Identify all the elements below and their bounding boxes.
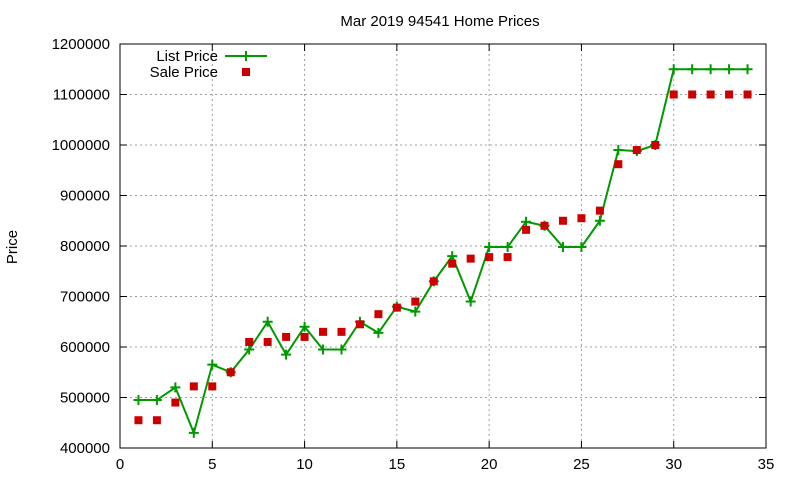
y-tick-label: 1100000: [53, 87, 110, 104]
sale-price-point: [337, 327, 346, 336]
sale-price-point: [245, 337, 254, 346]
list-price-point: [687, 64, 698, 75]
y-tick-label: 400000: [60, 440, 110, 457]
sale-price-point: [725, 90, 734, 99]
legend-label: List Price: [156, 48, 218, 65]
y-tick-label: 900000: [60, 188, 110, 205]
sale-price-point: [374, 310, 383, 319]
chart-title: Mar 2019 94541 Home Prices: [340, 13, 539, 30]
sale-price-point: [355, 320, 364, 329]
list-price-point: [447, 251, 458, 262]
list-price-point: [170, 382, 181, 393]
sale-price-point: [466, 254, 475, 263]
list-price-point: [594, 215, 605, 226]
series-list-price: [133, 64, 753, 438]
sale-price-point: [429, 277, 438, 286]
list-price-point: [613, 145, 624, 156]
y-tick-label: 800000: [60, 238, 110, 255]
sale-price-point: [743, 90, 752, 99]
sale-price-point: [595, 206, 604, 215]
list-price-point: [299, 321, 310, 332]
y-tick-label: 600000: [60, 339, 110, 356]
sale-price-point: [577, 214, 586, 223]
sale-price-point: [208, 382, 217, 391]
list-price-point: [410, 306, 421, 317]
y-tick-label: 700000: [60, 289, 110, 306]
list-price-point: [318, 344, 329, 355]
list-price-point: [668, 64, 679, 75]
sale-price-point: [300, 332, 309, 341]
list-price-point: [373, 327, 384, 338]
x-tick-label: 30: [665, 456, 682, 473]
list-price-line: [138, 68, 748, 436]
x-tick-label: 25: [573, 456, 590, 473]
series-layer: [133, 64, 753, 438]
x-tick-label: 0: [116, 456, 124, 473]
sale-price-point: [688, 90, 697, 99]
x-tick-label: 20: [481, 456, 498, 473]
y-axis-label: Price: [4, 230, 21, 264]
sale-price-point: [632, 146, 641, 155]
list-price-point: [557, 242, 568, 253]
legend-list-price-marker: [241, 51, 251, 61]
sale-price-point: [558, 216, 567, 225]
y-tick-label: 500000: [60, 390, 110, 407]
legend-sale-price-marker: [242, 68, 250, 76]
list-price-point: [336, 344, 347, 355]
sale-price-point: [171, 398, 180, 407]
x-tick-label: 35: [758, 456, 775, 473]
sale-price-point: [651, 141, 660, 149]
list-price-point: [188, 427, 199, 438]
x-tick-label: 5: [208, 456, 216, 473]
sale-price-point: [392, 303, 401, 312]
list-price-point: [244, 344, 255, 355]
sale-price-point: [706, 90, 715, 99]
list-price-point: [207, 359, 218, 370]
sale-price-point: [614, 160, 623, 169]
sale-price-point: [540, 221, 549, 230]
list-price-point: [521, 216, 532, 227]
y-tick-label: 1200000: [52, 36, 110, 53]
plot-frame: [119, 43, 767, 449]
x-tick-label: 15: [389, 456, 406, 473]
sale-price-point: [134, 416, 143, 425]
sale-price-point: [448, 259, 457, 268]
sale-price-point: [189, 382, 198, 391]
series-sale-price: [134, 90, 752, 425]
sale-price-point: [263, 337, 272, 346]
list-price-point: [724, 64, 735, 75]
list-price-point: [502, 242, 513, 253]
list-price-point: [281, 349, 292, 360]
list-price-point: [705, 64, 716, 75]
sale-price-point: [503, 253, 512, 262]
sale-price-point: [485, 253, 494, 262]
sale-price-point: [152, 416, 161, 425]
sale-price-point: [226, 368, 235, 377]
list-price-point: [484, 242, 495, 253]
list-price-point: [262, 316, 273, 327]
list-price-point: [742, 64, 753, 75]
list-price-point: [133, 395, 144, 406]
list-price-point: [465, 296, 476, 307]
sale-price-point: [282, 332, 291, 341]
sale-price-point: [319, 327, 328, 336]
sale-price-point: [411, 297, 420, 306]
grid-lines: [120, 44, 766, 448]
sale-price-point: [669, 90, 678, 99]
legend-label: Sale Price: [150, 64, 218, 81]
list-price-point: [151, 395, 162, 406]
list-price-point: [576, 242, 587, 253]
x-tick-label: 10: [296, 456, 313, 473]
sale-price-point: [522, 225, 531, 234]
y-tick-label: 1000000: [52, 137, 110, 154]
tick-labels: 400000 500000 600000 700000 800000 900000 1000…: [52, 36, 775, 473]
